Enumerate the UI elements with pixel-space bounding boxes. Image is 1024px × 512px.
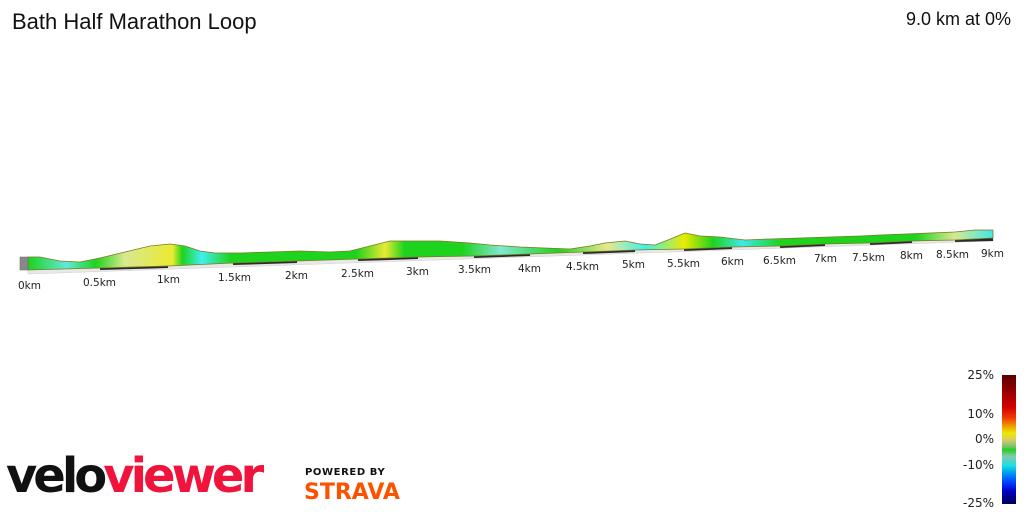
x-tick-label: 7km: [814, 253, 837, 265]
x-tick-label: 5km: [622, 259, 645, 271]
x-tick-label: 4km: [518, 263, 541, 275]
legend-label-0: 0%: [974, 432, 994, 446]
logo-viewer-text: viewer: [103, 448, 264, 504]
x-tick-label: 2km: [285, 270, 308, 282]
x-tick-label: 0.5km: [83, 277, 116, 289]
x-tick-label: 6km: [721, 256, 744, 268]
legend-label-10: 10%: [967, 407, 994, 421]
strava-logo: STRAVA: [304, 480, 400, 505]
x-tick-label: 3.5km: [458, 264, 491, 276]
gradient-color-scale: [1002, 375, 1016, 504]
x-tick-label: 2.5km: [341, 268, 374, 280]
x-tick-label: 1.5km: [218, 272, 251, 284]
route-summary: 9.0 km at 0%: [905, 9, 1011, 29]
route-title: Bath Half Marathon Loop: [12, 9, 257, 34]
x-axis-labels: 0km 0.5km 1km 1.5km 2km 2.5km 3km 3.5km …: [18, 248, 1004, 292]
logo-velo-text: velo: [6, 448, 107, 504]
x-tick-label: 6.5km: [763, 255, 796, 267]
x-tick-label: 5.5km: [667, 258, 700, 270]
x-tick-label: 0km: [18, 280, 41, 292]
x-tick-label: 4.5km: [566, 261, 599, 273]
legend-label-25: 25%: [967, 368, 994, 382]
x-tick-label: 8km: [900, 250, 923, 262]
legend-label-minus10: -10%: [962, 458, 994, 472]
legend-label-minus25: -25%: [962, 496, 994, 510]
powered-by-label: POWERED BY: [305, 467, 386, 478]
x-tick-label: 8.5km: [936, 249, 969, 261]
start-marker: [19, 256, 29, 271]
x-tick-label: 9km: [981, 248, 1004, 260]
x-tick-label: 3km: [406, 266, 429, 278]
elevation-area: [27, 229, 994, 271]
veloviewer-logo: veloviewer: [6, 446, 264, 506]
x-tick-label: 1km: [157, 274, 180, 286]
x-tick-label: 7.5km: [852, 252, 885, 264]
